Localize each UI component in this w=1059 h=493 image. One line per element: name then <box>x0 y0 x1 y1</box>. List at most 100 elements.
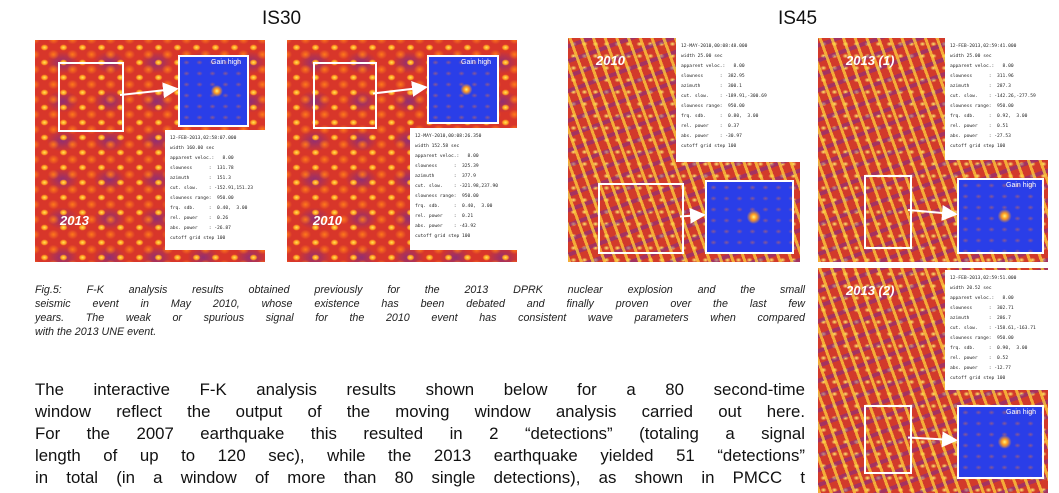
info-line: cutoff grid step 100 <box>170 236 226 241</box>
gain-label: Gain high <box>461 59 491 66</box>
zoom-inset: Gain high <box>427 55 499 124</box>
info-box: 12-MAY-2010,00:08:26.350 width 152.58 sec… <box>410 128 517 250</box>
info-line: abs. power : -43.92 <box>415 224 476 229</box>
info-line: slowness : 302.71 <box>950 306 1014 311</box>
info-line: slowness : 311.96 <box>950 74 1014 79</box>
panel-label: 2013 (2) <box>846 283 895 298</box>
text-line: For the 2007 earthquake this resulted in… <box>35 424 805 443</box>
info-line: frq. sdb. : 0.90, 3.00 <box>950 346 1028 351</box>
info-line: abs. power : -26.87 <box>170 226 231 231</box>
gain-label: Gain high <box>1006 409 1036 416</box>
zoom-inset: Gain high <box>957 178 1044 254</box>
info-line: width 152.58 sec <box>415 144 460 149</box>
info-line: 12-MAY-2010,00:08:48.000 <box>681 44 748 49</box>
info-line: apparent veloc.: 8.00 <box>950 296 1014 301</box>
station-label: IS30 <box>262 8 302 29</box>
info-line: frq. sdb. : 0.40, 3.00 <box>170 206 248 211</box>
text-line: window reflect the output of the moving … <box>35 402 805 421</box>
panel-label: 2013 <box>60 213 89 228</box>
info-line: slowness : 382.95 <box>681 74 745 79</box>
info-box: 12-FEB-2013,02:59:51.000 width 20.52 sec a… <box>945 270 1048 390</box>
info-line: slowness range: 950.00 <box>950 104 1014 109</box>
arrow <box>907 431 958 448</box>
spectrum-image: 12-MAY-2010,00:08:48.000 width 25.00 sec a… <box>568 38 800 262</box>
info-line: slowness range: 950.00 <box>170 196 234 201</box>
text-line: length of up to 120 sec), while the 2013… <box>35 446 805 465</box>
info-line: rel. power : 0.26 <box>170 216 229 221</box>
info-line: slowness range: 950.00 <box>415 194 479 199</box>
zoom-inset: Gain high <box>957 405 1044 479</box>
info-line: cutoff grid step 100 <box>681 144 737 149</box>
info-line: cut. slow. : -152.91,151.23 <box>170 186 253 191</box>
info-line: width 25.00 sec <box>950 54 992 59</box>
info-line: rel. power : 0.37 <box>681 124 740 129</box>
info-line: apparent veloc.: 8.00 <box>170 156 234 161</box>
info-line: frq. sdb. : 0.40, 3.00 <box>415 204 493 209</box>
info-line: apparent veloc.: 8.00 <box>681 64 745 69</box>
arrow <box>679 207 706 224</box>
info-line: rel. power : 0.51 <box>950 124 1009 129</box>
gain-label: Gain high <box>1006 182 1036 189</box>
highlight-box <box>864 175 912 249</box>
info-line: slowness : 131.78 <box>170 166 234 171</box>
info-line: cut. slow. : -158.61,-163.71 <box>950 326 1036 331</box>
text-line: in total (in a window of more than 80 si… <box>35 468 805 487</box>
info-line: cutoff grid step 100 <box>950 144 1006 149</box>
zoom-inset: Gain high <box>178 55 249 127</box>
info-line: 12-FEB-2013,02:59:41.000 <box>950 44 1017 49</box>
zoom-inset <box>705 180 794 254</box>
info-line: 12-MAY-2010,00:08:26.350 <box>415 134 482 139</box>
highlight-box <box>598 183 684 254</box>
caption-line: with the 2013 UNE event. <box>35 326 157 338</box>
highlight-box <box>58 62 124 132</box>
station-label: IS45 <box>778 8 818 29</box>
panel-label: 2013 (1) <box>846 53 895 68</box>
info-line: cut. slow. : -142.26,-277.59 <box>950 94 1036 99</box>
info-line: azimuth : 300.1 <box>681 84 742 89</box>
info-line: width 25.00 sec <box>681 54 723 59</box>
panel-label: 2010 <box>596 53 625 68</box>
info-line: slowness range: 950.00 <box>681 104 745 109</box>
info-line: 12-FEB-2013,02:59:51.000 <box>950 276 1017 281</box>
info-box: 12-FEB-2013,02:59:41.000 width 25.00 sec a… <box>945 38 1048 160</box>
info-line: 12-FEB-2013,02:58:07.000 <box>170 136 237 141</box>
arrow <box>907 204 958 221</box>
info-line: width 160.00 sec <box>170 146 215 151</box>
info-line: azimuth : 377.9 <box>415 174 476 179</box>
info-line: azimuth : 286.7 <box>950 316 1011 321</box>
panel-label: 2010 <box>313 213 342 228</box>
caption-line: seismic event in May 2010, whose existen… <box>35 298 805 310</box>
spectrum-image: Gain high 12-FEB-2013,02:58:07.000 width 1… <box>35 40 265 262</box>
highlight-box <box>313 62 377 129</box>
info-line: abs. power : -27.53 <box>950 134 1011 139</box>
spectrum-image: Gain high 12-FEB-2013,02:59:41.000 width 2… <box>818 38 1048 262</box>
info-line: rel. power : 0.52 <box>950 356 1009 361</box>
info-line: apparent veloc.: 8.00 <box>415 154 479 159</box>
info-line: apparent veloc.: 8.00 <box>950 64 1014 69</box>
figure-caption: Fig.5: F-K analysis results obtained pre… <box>35 283 805 339</box>
info-line: abs. power : -30.97 <box>681 134 742 139</box>
info-line: slowness range: 950.00 <box>950 336 1014 341</box>
info-line: frq. sdb. : 0.92, 3.00 <box>950 114 1028 119</box>
info-line: azimuth : 287.3 <box>950 84 1011 89</box>
highlight-box <box>864 405 912 474</box>
info-line: cutoff grid step 100 <box>950 376 1006 381</box>
body-text: The interactive F-K analysis results sho… <box>35 379 805 489</box>
arrow <box>119 82 179 99</box>
info-box: 12-FEB-2013,02:58:07.000 width 160.00 sec… <box>165 130 265 250</box>
info-line: azimuth : 151.3 <box>170 176 231 181</box>
spectrum-image: Gain high 12-MAY-2010,00:08:26.350 width 1… <box>287 40 517 262</box>
caption-line: years. The weak or spurious signal for t… <box>35 312 805 324</box>
info-line: abs. power : -12.77 <box>950 366 1011 371</box>
info-line: rel. power : 0.21 <box>415 214 474 219</box>
arrow <box>372 80 428 97</box>
info-line: frq. sdb. : 0.80, 3.00 <box>681 114 759 119</box>
info-box: 12-MAY-2010,00:08:48.000 width 25.00 sec a… <box>676 38 800 162</box>
spectrum-image: Gain high 12-FEB-2013,02:59:51.000 width 2… <box>818 268 1048 493</box>
info-line: cut. slow. : -321.98,237.90 <box>415 184 498 189</box>
caption-line: Fig.5: F-K analysis results obtained pre… <box>35 284 805 296</box>
text-line: The interactive F-K analysis results sho… <box>35 380 805 399</box>
info-line: width 20.52 sec <box>950 286 992 291</box>
